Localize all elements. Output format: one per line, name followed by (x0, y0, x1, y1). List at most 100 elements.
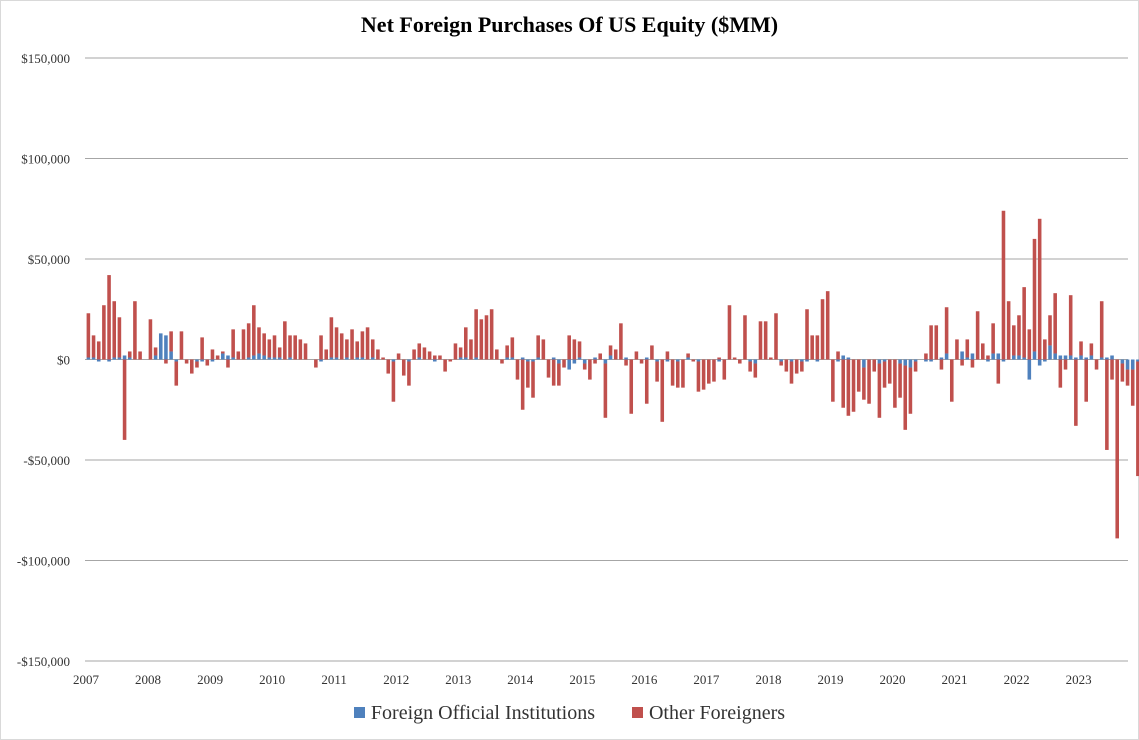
bar-official (1053, 353, 1057, 360)
bar-official (107, 359, 111, 362)
bar-official (841, 355, 845, 360)
bar-other (381, 357, 385, 360)
bar-other (582, 363, 587, 370)
bar-official (391, 359, 396, 362)
x-tick-label: 2013 (445, 672, 471, 687)
bar-official (520, 357, 525, 360)
bar-official (355, 357, 360, 360)
bar-other (789, 361, 794, 384)
bar-other (934, 325, 939, 360)
bar-other (469, 339, 473, 360)
x-tick-label: 2009 (197, 672, 223, 687)
bar-official (432, 359, 437, 362)
bar-other (484, 315, 489, 360)
bar-official (231, 357, 235, 360)
bar-other (929, 325, 933, 360)
bar-other (277, 347, 282, 358)
bar-other (856, 359, 861, 392)
bar-official (1043, 359, 1047, 362)
bar-other (546, 359, 551, 378)
bar-other (1032, 238, 1037, 352)
bar-other (427, 351, 432, 360)
bar-other (794, 359, 799, 374)
bar-other (86, 313, 91, 358)
bar-official (1084, 357, 1088, 360)
bar-official (1120, 359, 1125, 364)
bar-other (820, 299, 825, 360)
bar-official (557, 359, 561, 364)
bar-official (505, 357, 509, 360)
bar-other (949, 359, 954, 402)
bar-other (231, 329, 235, 358)
bar-other (412, 349, 416, 360)
bar-other (350, 329, 354, 360)
bar-official (908, 359, 913, 368)
bar-official (1058, 355, 1063, 360)
y-tick-label: -$50,000 (23, 453, 70, 468)
bar-other (164, 359, 168, 364)
bar-other (815, 335, 820, 360)
bar-other (148, 319, 153, 360)
bar-other (613, 349, 618, 360)
bar-official (153, 355, 158, 360)
bar-other (727, 305, 732, 360)
y-tick-label: $150,000 (21, 51, 70, 66)
bar-other (1115, 359, 1119, 539)
bar-other (246, 323, 251, 358)
bar-other (572, 339, 577, 360)
y-tick-label: -$150,000 (17, 654, 70, 669)
bar-other (272, 335, 277, 358)
bar-other (386, 359, 391, 374)
bar-official (686, 357, 690, 360)
chart-title: Net Foreign Purchases Of US Equity ($MM) (360, 12, 779, 37)
bar-official (1089, 355, 1094, 360)
bar-other (593, 359, 597, 364)
bar-official (846, 357, 851, 360)
legend-item-official: Foreign Official Institutions (353, 702, 595, 725)
bar-official (996, 353, 1001, 360)
bar-official (1032, 351, 1037, 360)
bar-other (562, 359, 566, 368)
bar-official (360, 357, 365, 360)
bar-other (681, 359, 685, 388)
bar-other (1012, 325, 1016, 356)
bar-other (650, 345, 654, 360)
bar-other (464, 327, 468, 358)
bar-other (1037, 218, 1042, 360)
bar-official (1099, 357, 1104, 360)
bar-other (836, 351, 840, 360)
bar-other (722, 359, 727, 380)
bar-other (1043, 339, 1047, 360)
bar-other (1110, 359, 1114, 380)
bar-other (567, 335, 571, 360)
bar-other (360, 331, 365, 358)
bar-other (520, 359, 525, 410)
bar-other (758, 321, 763, 360)
bar-official (944, 353, 949, 360)
legend-item-other: Other Foreigners (631, 702, 785, 725)
bar-other (489, 309, 494, 360)
bar-other (195, 361, 199, 368)
bar-other (339, 333, 344, 360)
bar-official (862, 359, 866, 368)
bar-other (422, 347, 427, 360)
bar-official (122, 355, 127, 360)
bar-other (686, 353, 690, 358)
bar-other (190, 359, 194, 374)
bar-official (805, 359, 809, 362)
bar-official (1022, 357, 1026, 360)
bar-official (624, 357, 628, 360)
x-tick-label: 2015 (569, 672, 595, 687)
legend-label-official: Foreign Official Institutions (370, 702, 595, 724)
bar-official (753, 359, 758, 364)
bar-official (464, 357, 468, 360)
bar-other (314, 359, 318, 368)
bar-other (526, 361, 530, 388)
x-tick-label: 2023 (1066, 672, 1092, 687)
bar-other (955, 339, 959, 360)
bar-official (158, 333, 163, 360)
chart-plot: $150,000 $100,000 $50,000 $0 -$50,000 -$100,0… (17, 51, 1139, 687)
x-tick-label: 2010 (259, 672, 285, 687)
bar-other (944, 307, 949, 354)
bar-other (117, 317, 122, 358)
